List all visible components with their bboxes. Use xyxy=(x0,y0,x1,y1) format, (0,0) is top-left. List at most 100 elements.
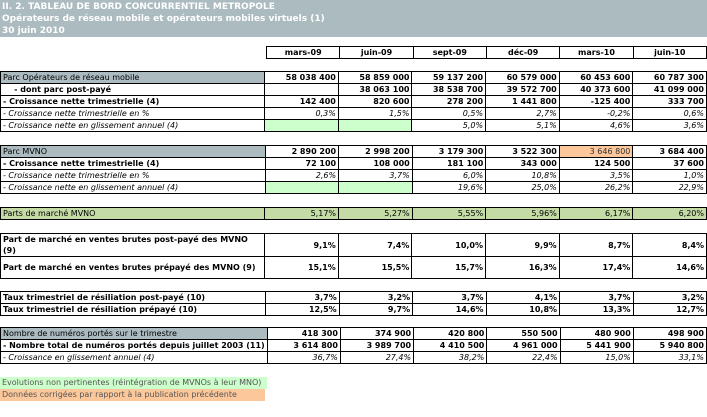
cell-value: 5,17% xyxy=(264,207,340,220)
cell-value: 16,3% xyxy=(485,256,560,279)
cell-value: 6,20% xyxy=(632,207,707,220)
cell-value: 37 600 xyxy=(632,157,707,170)
row-label: Part de marché en ventes brutes post-pay… xyxy=(0,233,266,257)
cell-value: 3,7% xyxy=(265,291,340,304)
cell-value: 15,0% xyxy=(559,351,634,364)
cell-value: 480 900 xyxy=(559,327,634,340)
row-label: Part de marché en ventes brutes prépayé … xyxy=(0,256,266,279)
cell-value: 8,4% xyxy=(632,233,707,257)
table-row: Parts de marché MVNO 5,17% 5,27% 5,55% 5,96%… xyxy=(0,207,707,220)
table-row: - Croissance nette trimestrielle en % 0,3… xyxy=(0,107,707,120)
cell-value: 13,3% xyxy=(559,303,634,316)
column-headers: mars-09 juin-09 sept-09 déc-09 mars-10 juin-1… xyxy=(265,46,707,59)
cell-value: 374 900 xyxy=(339,327,415,340)
table-section: Nombre de numéros portés sur le trimestr… xyxy=(0,327,707,364)
row-label: - Croissance nette trimestrielle en % xyxy=(0,169,266,182)
cell-value: 38 063 100 xyxy=(337,83,413,96)
row-label: Parc Opérateurs de réseau mobile xyxy=(0,71,266,84)
cell-value xyxy=(264,181,340,194)
cell-value: 3,7% xyxy=(559,291,634,304)
cell-value: 4,6% xyxy=(558,119,634,132)
column-header: mars-10 xyxy=(559,46,634,59)
row-label: - Croissance nette en glissement annuel … xyxy=(0,119,266,132)
cell-value: -0,2% xyxy=(558,107,634,120)
table-section: Parts de marché MVNO 5,17% 5,27% 5,55% 5,96%… xyxy=(0,207,707,220)
table-row: - Croissance nette trimestrielle en % 2,6… xyxy=(0,169,707,182)
cell-value: 4,1% xyxy=(485,291,561,304)
column-header: juin-09 xyxy=(339,46,414,59)
cell-value: 1,0% xyxy=(632,169,707,182)
table-row: - dont parc post-payé 38 063 100 38 538 70… xyxy=(0,83,707,96)
row-label: Taux trimestriel de résiliation post-pay… xyxy=(0,291,267,304)
cell-value: 33,1% xyxy=(632,351,707,364)
cell-value: 7,4% xyxy=(337,233,413,257)
row-label: Nombre de numéros portés sur le trimestr… xyxy=(0,327,268,340)
legend-orange: Données corrigées par rapport à la publi… xyxy=(0,389,265,401)
cell-value: 333 700 xyxy=(632,95,707,108)
cell-value: 26,2% xyxy=(558,181,634,194)
cell-value: 3,2% xyxy=(338,291,414,304)
cell-value: 278 200 xyxy=(411,95,487,108)
table-row: Nombre de numéros portés sur le trimestr… xyxy=(0,327,707,340)
cell-value: 36,7% xyxy=(266,351,341,364)
legend-green-text: Evolutions non pertinentes (réintégratio… xyxy=(0,377,267,389)
cell-value: 10,8% xyxy=(485,303,561,316)
table-section: Taux trimestriel de résiliation post-pay… xyxy=(0,291,707,316)
row-label: - Croissance nette trimestrielle en % xyxy=(0,107,266,120)
cell-value: 2 890 200 xyxy=(264,145,340,158)
report-subtitle: Opérateurs de réseau mobile et opérateur… xyxy=(2,14,325,24)
table-row: - Nombre total de numéros portés depuis … xyxy=(0,339,707,352)
table-row: - Croissance nette en glissement annuel … xyxy=(0,181,707,194)
table-row: Parc MVNO 2 890 200 2 998 200 3 179 300 3 52… xyxy=(0,145,707,158)
legend-green: Evolutions non pertinentes (réintégratio… xyxy=(0,377,278,389)
row-label: - Croissance nette trimestrielle (4) xyxy=(0,95,266,108)
table-row: - Croissance nette trimestrielle (4) 72 1… xyxy=(0,157,707,170)
cell-value: 27,4% xyxy=(339,351,415,364)
cell-value: 9,7% xyxy=(338,303,414,316)
column-header: mars-09 xyxy=(265,46,341,59)
cell-value: 19,6% xyxy=(411,181,487,194)
cell-value: 40 373 600 xyxy=(558,83,634,96)
cell-value: 3,5% xyxy=(558,169,634,182)
cell-value: 498 900 xyxy=(632,327,707,340)
cell-value: 418 300 xyxy=(266,327,341,340)
cell-value: 3 989 700 xyxy=(339,339,415,352)
cell-value: 124 500 xyxy=(558,157,634,170)
cell-value: 4 961 000 xyxy=(486,339,561,352)
cell-value: 820 600 xyxy=(337,95,413,108)
table-row: - Croissance en glissement annuel (4) 36,… xyxy=(0,351,707,364)
cell-value: 72 100 xyxy=(264,157,340,170)
cell-value: 12,7% xyxy=(632,303,707,316)
cell-value: 60 579 000 xyxy=(485,71,560,84)
cell-value: 2,7% xyxy=(485,107,560,120)
cell-value: 5 441 900 xyxy=(559,339,634,352)
cell-value: 5,0% xyxy=(411,119,487,132)
cell-value: 22,9% xyxy=(632,181,707,194)
cell-value: 8,7% xyxy=(558,233,634,257)
cell-value: 343 000 xyxy=(485,157,560,170)
cell-value: 60 787 300 xyxy=(632,71,707,84)
cell-value xyxy=(264,119,339,132)
row-label: - dont parc post-payé xyxy=(0,83,266,96)
row-label: Parts de marché MVNO xyxy=(0,207,266,220)
cell-value: 10,8% xyxy=(485,169,560,182)
cell-value: 9,9% xyxy=(485,233,560,257)
cell-value: 58 859 000 xyxy=(337,71,413,84)
cell-value: 3 522 300 xyxy=(485,145,560,158)
cell-value xyxy=(338,181,413,194)
row-label: - Croissance en glissement annuel (4) xyxy=(0,351,268,364)
table-section: Parc Opérateurs de réseau mobile 58 038 4… xyxy=(0,71,707,132)
cell-value: 14,6% xyxy=(632,256,707,279)
cell-value: 3 614 800 xyxy=(266,339,341,352)
row-label: - Croissance nette trimestrielle (4) xyxy=(0,157,266,170)
cell-value: 12,5% xyxy=(265,303,340,316)
cell-value: 58 038 400 xyxy=(264,71,339,84)
report-title: II. 2. TABLEAU DE BORD CONCURRENTIEL MET… xyxy=(2,2,275,12)
cell-value xyxy=(337,119,413,132)
table-row: - Croissance nette trimestrielle (4) 142 … xyxy=(0,95,707,108)
cell-value: 15,5% xyxy=(337,256,413,279)
cell-value: 15,7% xyxy=(411,256,487,279)
table-row: Part de marché en ventes brutes post-pay… xyxy=(0,233,707,257)
cell-value: 15,1% xyxy=(264,256,339,279)
cell-value: 420 800 xyxy=(413,327,488,340)
